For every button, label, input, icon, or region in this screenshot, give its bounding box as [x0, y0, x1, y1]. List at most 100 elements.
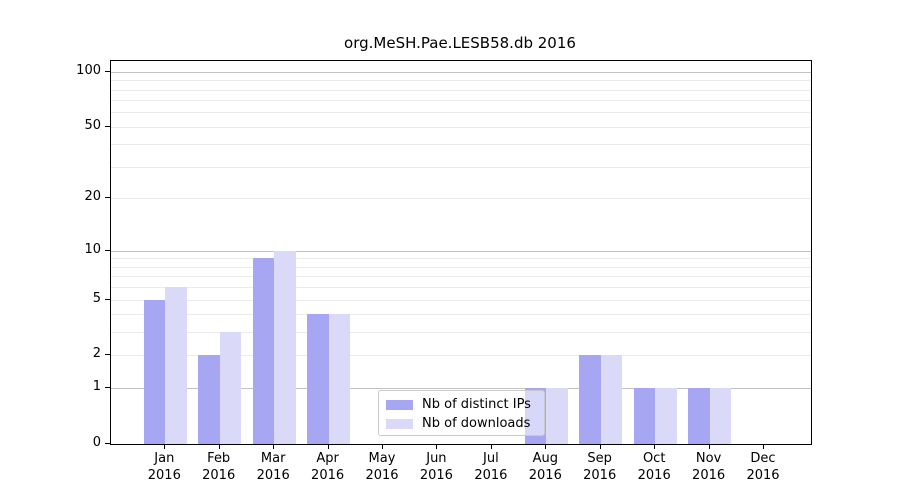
x-tick-year: 2016 [637, 468, 671, 483]
x-tick-month: Jul [483, 451, 499, 466]
x-tick-month: Feb [207, 451, 231, 466]
x-tick-month: Sep [587, 451, 612, 466]
x-tick-year: 2016 [692, 468, 726, 483]
bar-distinct-ips-apr [307, 314, 329, 444]
plot-area [110, 60, 812, 445]
y-tick-label: 1 [92, 379, 101, 395]
bar-downloads-mar [274, 250, 296, 444]
y-gridline-minor [111, 287, 811, 288]
bar-downloads-feb [219, 332, 242, 444]
y-gridline-minor [111, 332, 811, 334]
legend-item-distinct-ips: Nb of distinct IPs [386, 395, 544, 414]
y-gridline-minor [111, 258, 811, 260]
x-tick-label: Sep 2016 [564, 450, 636, 484]
legend-label-distinct-ips: Nb of distinct IPs [422, 397, 531, 412]
legend-label-downloads: Nb of downloads [422, 416, 531, 431]
y-tick-label: 50 [84, 117, 101, 133]
x-tick-year: 2016 [528, 468, 562, 483]
x-tick-mark [273, 444, 275, 449]
bar-distinct-ips-sep [579, 355, 601, 444]
y-gridline-minor [111, 100, 811, 102]
chart-title: org.MeSH.Pae.LESB58.db 2016 [344, 34, 576, 52]
y-tick-mark [105, 197, 110, 199]
x-tick-label: Feb 2016 [183, 450, 255, 484]
y-gridline-minor [111, 80, 811, 82]
bar-distinct-ips-nov [688, 388, 710, 444]
x-tick-label: Jul 2016 [455, 450, 527, 484]
bar-downloads-sep [600, 355, 623, 444]
x-tick-mark [490, 444, 492, 449]
x-tick-mark [599, 444, 601, 449]
bar-downloads-jan [165, 287, 187, 444]
x-tick-label: Jan 2016 [128, 450, 200, 484]
legend-item-downloads: Nb of downloads [386, 414, 544, 433]
x-tick-year: 2016 [419, 468, 453, 483]
bar-downloads-aug [546, 388, 568, 444]
x-tick-year: 2016 [583, 468, 617, 483]
y-tick-label: 5 [92, 290, 101, 306]
y-tick-mark [105, 70, 110, 72]
x-tick-mark [763, 444, 764, 449]
x-tick-mark [164, 444, 166, 449]
x-tick-mark [218, 444, 220, 449]
y-gridline-minor [111, 314, 811, 316]
x-tick-year: 2016 [256, 468, 290, 483]
x-tick-month: Oct [642, 451, 666, 466]
y-gridline-minor [111, 266, 811, 268]
y-tick-mark [105, 387, 110, 389]
y-tick-mark [105, 249, 110, 251]
x-tick-month: Apr [316, 451, 339, 466]
x-tick-month: May [368, 451, 396, 466]
legend-swatch-distinct-ips [386, 399, 413, 410]
y-tick-mark [105, 443, 110, 444]
x-tick-month: Mar [260, 451, 286, 466]
x-tick-label: Nov 2016 [673, 450, 745, 484]
x-tick-year: 2016 [202, 468, 236, 483]
x-tick-label: Mar 2016 [237, 450, 309, 484]
x-tick-mark [382, 444, 383, 449]
x-tick-mark [327, 444, 329, 449]
x-tick-mark [545, 444, 547, 449]
x-tick-month: Jun [426, 451, 447, 466]
y-gridline-major [111, 388, 811, 390]
y-gridline-minor [111, 126, 811, 128]
x-tick-mark [654, 444, 656, 449]
x-tick-label: May 2016 [346, 450, 418, 484]
x-tick-label: Oct 2016 [618, 450, 690, 484]
y-gridline-major [111, 71, 811, 73]
x-tick-month: Dec [750, 451, 776, 466]
x-tick-year: 2016 [311, 468, 345, 483]
y-tick-label: 0 [92, 435, 101, 450]
y-gridline-minor [111, 276, 811, 278]
bar-distinct-ips-feb [198, 355, 220, 444]
x-tick-year: 2016 [365, 468, 399, 483]
x-tick-year: 2016 [746, 468, 780, 483]
y-tick-mark [105, 298, 110, 300]
y-gridline-minor [111, 198, 811, 200]
legend: Nb of distinct IPs Nb of downloads [378, 390, 545, 436]
x-tick-label: Apr 2016 [292, 450, 364, 484]
bar-distinct-ips-mar [252, 258, 275, 445]
y-gridline-major [111, 250, 811, 252]
x-tick-label: Dec 2016 [727, 450, 799, 484]
y-tick-mark [105, 125, 110, 127]
bar-downloads-apr [328, 314, 351, 444]
x-tick-label: Jun 2016 [400, 450, 472, 484]
bar-downloads-nov [709, 388, 732, 444]
y-tick-label: 20 [84, 189, 101, 205]
x-tick-mark [436, 444, 438, 449]
y-tick-label: 2 [92, 346, 101, 362]
y-tick-mark [105, 354, 110, 356]
y-gridline-minor [111, 112, 811, 114]
bar-distinct-ips-oct [633, 388, 656, 444]
bar-downloads-oct [655, 388, 677, 444]
y-gridline-minor [111, 299, 811, 301]
y-tick-label: 100 [76, 62, 101, 78]
bar-distinct-ips-jan [143, 299, 166, 444]
x-tick-month: Nov [695, 451, 722, 466]
y-gridline-minor [111, 89, 811, 91]
x-tick-year: 2016 [474, 468, 508, 483]
y-gridline-minor [111, 144, 811, 146]
x-tick-month: Jan [154, 451, 175, 466]
